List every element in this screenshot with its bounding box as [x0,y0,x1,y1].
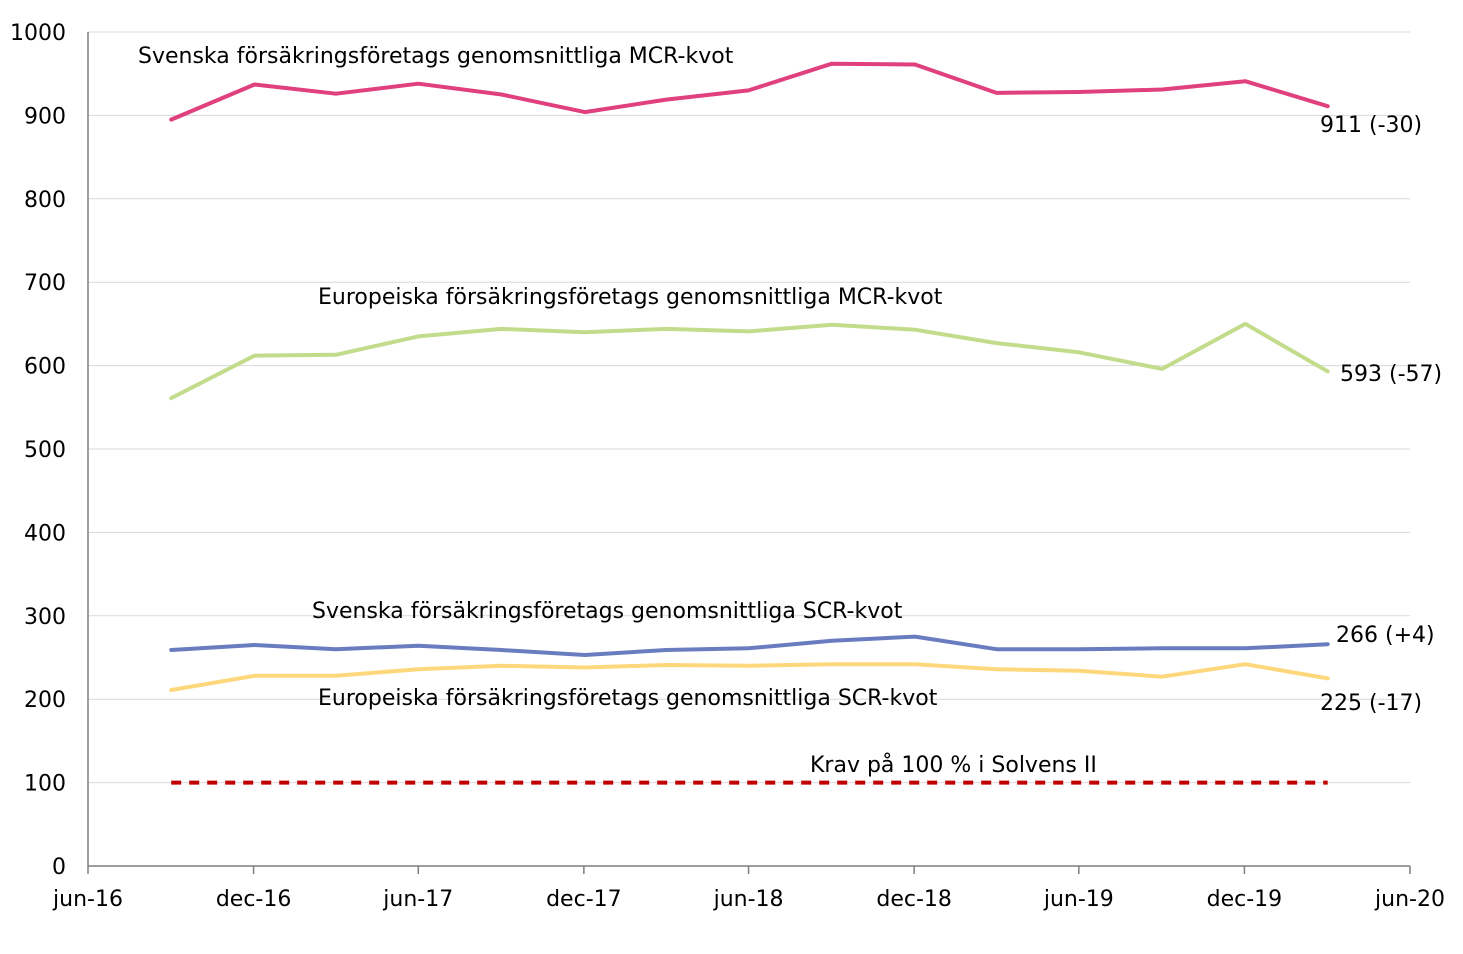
series-lines [169,61,1330,785]
y-tick-label: 600 [24,355,66,380]
requirement-label: Krav på 100 % i Solvens II [810,752,1097,778]
x-tick-label: dec-17 [546,887,622,912]
series-line-eu_mcr [169,321,1330,401]
gridlines [88,31,1410,784]
x-tick-label: dec-18 [876,887,952,912]
y-tick-label: 300 [24,605,66,630]
series-label-se-mcr: Svenska försäkringsföretags genomsnittli… [138,44,734,69]
y-tick-label: 900 [24,104,66,129]
end-label-se-mcr: 911 (-30) [1320,113,1422,138]
axes [87,32,1411,874]
y-tick-label: 0 [52,855,66,880]
x-tick-label: dec-19 [1207,887,1283,912]
x-tick-label: jun-20 [1374,887,1445,912]
y-tick-label: 700 [24,271,66,296]
series-line-se_mcr [169,61,1330,122]
x-tick-label: jun-16 [52,887,123,912]
y-tick-label: 100 [24,772,66,797]
y-tick-label: 200 [24,688,66,713]
y-tick-label: 1000 [10,21,66,46]
annotations: Svenska försäkringsföretags genomsnittli… [138,44,1442,778]
series-label-eu-scr: Europeiska försäkringsföretags genomsnit… [318,686,938,711]
end-label-se-scr: 266 (+4) [1336,623,1435,648]
y-tick-label: 800 [24,188,66,213]
x-tick-label: jun-17 [382,887,453,912]
x-tick-label: jun-19 [1043,887,1114,912]
y-tick-label: 400 [24,521,66,546]
y-tick-label: 500 [24,438,66,463]
end-label-eu-scr: 225 (-17) [1320,691,1422,716]
end-label-eu-mcr: 593 (-57) [1340,362,1442,387]
x-tick-label: jun-18 [713,887,784,912]
series-line-eu_scr [169,662,1330,692]
series-label-eu-mcr: Europeiska försäkringsföretags genomsnit… [318,285,943,310]
series-label-se-scr: Svenska försäkringsföretags genomsnittli… [312,599,903,624]
series-line-se_scr [169,634,1330,657]
y-axis-tick-labels: 0 100 200 300 400 500 600 700 800 900 1000 [10,21,66,880]
x-tick-label: dec-16 [216,887,292,912]
x-axis-tick-labels: jun-16 dec-16 jun-17 dec-17 jun-18 dec-18 jun-… [52,887,1445,912]
